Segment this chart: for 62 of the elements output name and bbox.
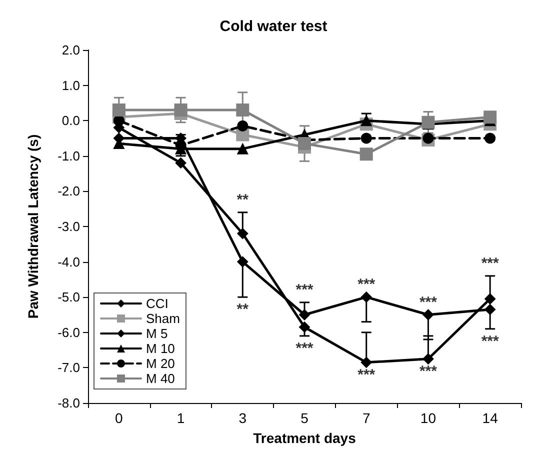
point	[236, 104, 250, 117]
y-tick-label: 0.0	[62, 113, 80, 128]
annotation: **	[236, 301, 249, 318]
x-tick-label: 5	[300, 410, 309, 426]
point	[360, 132, 372, 144]
annotation: ***	[358, 366, 376, 384]
point	[360, 292, 372, 303]
y-tick-label: -4.0	[58, 254, 80, 270]
point	[484, 110, 497, 124]
x-axis-title: Treatment days	[253, 430, 356, 446]
x-tick-label: 10	[420, 410, 436, 426]
annotation: ***	[419, 294, 438, 311]
point	[298, 137, 311, 150]
y-tick-label: -5.0	[58, 290, 80, 305]
x-tick-label: 7	[362, 410, 370, 426]
point	[422, 353, 434, 364]
point	[484, 293, 496, 304]
y-tick-label: -1.0	[58, 148, 80, 164]
point	[422, 116, 435, 129]
point	[360, 148, 373, 161]
x-tick-label: 1	[176, 410, 185, 426]
x-tick-label: 0	[115, 410, 124, 426]
point	[112, 104, 126, 117]
legend-label: M 5	[146, 326, 168, 341]
point	[237, 120, 248, 132]
point	[360, 115, 372, 126]
y-axis-title: Paw Withdrawal Latency (s)	[25, 134, 41, 319]
y-tick-label: 1.0	[62, 78, 80, 93]
annotation: ***	[419, 362, 438, 380]
point	[299, 309, 310, 320]
annotation: ***	[481, 332, 499, 350]
y-tick-label: -8.0	[58, 396, 80, 410]
annotation: ***	[296, 340, 314, 357]
legend-label: Sham	[146, 311, 180, 326]
annotation: ***	[358, 276, 376, 294]
point	[237, 143, 248, 154]
point	[237, 228, 248, 240]
annotation: ***	[296, 281, 314, 298]
point	[237, 256, 248, 268]
legend-label: CCI	[146, 296, 168, 311]
point	[113, 115, 124, 126]
y-tick-label: -6.0	[58, 324, 80, 340]
point	[484, 132, 496, 144]
point	[422, 309, 434, 320]
annotation: ***	[481, 254, 499, 272]
annotation: **	[236, 191, 249, 208]
point	[360, 356, 372, 368]
y-tick-label: -3.0	[58, 219, 80, 234]
point	[484, 304, 496, 315]
legend-label: M 40	[146, 371, 175, 386]
chart-title: Cold water test	[220, 18, 328, 35]
point	[422, 132, 434, 144]
x-tick-label: 3	[238, 410, 247, 426]
x-tick-label: 14	[482, 410, 498, 426]
y-tick-label: -7.0	[58, 360, 80, 376]
legend-label: M 10	[146, 341, 175, 356]
y-tick-label: -2.0	[58, 184, 80, 199]
legend-label: M 20	[146, 356, 175, 371]
point	[175, 157, 186, 168]
y-tick-label: 2.0	[62, 42, 80, 58]
point	[299, 322, 310, 333]
point	[174, 104, 188, 117]
